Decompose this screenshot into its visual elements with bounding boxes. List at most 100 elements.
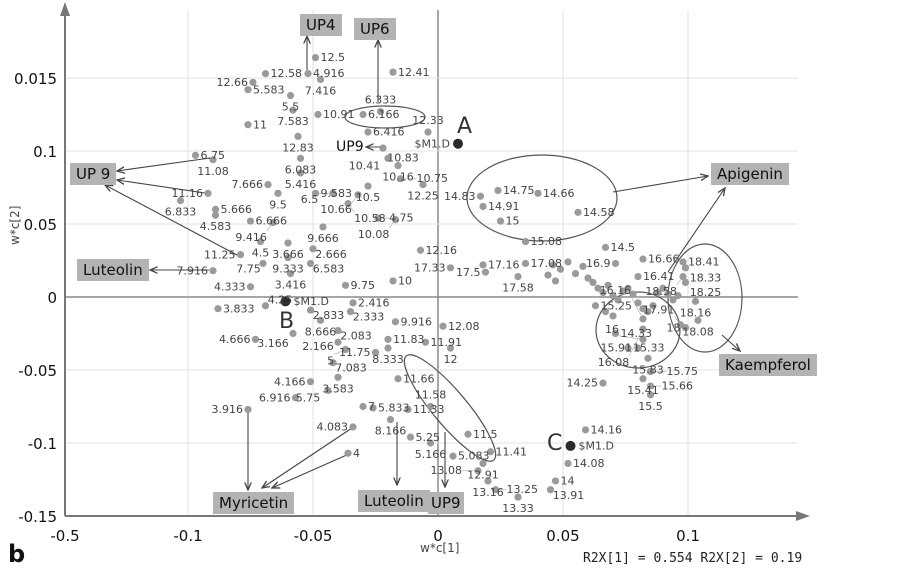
data-point <box>676 321 685 329</box>
data-point-label: 15.41 <box>627 384 659 397</box>
x-tick-label: -0.1 <box>173 527 202 545</box>
data-point <box>491 486 500 494</box>
data-point-label: 10.91 <box>323 108 355 121</box>
data-point <box>614 296 622 304</box>
data-point <box>334 338 342 346</box>
y-tick-label: 0 <box>47 289 57 307</box>
data-point-label: 5.5 <box>282 101 300 114</box>
data-point-label: 17.91 <box>643 303 675 316</box>
data-point-label: 2.416 <box>358 296 390 309</box>
group-ellipses <box>344 105 743 462</box>
data-point <box>244 405 252 414</box>
data-point-label: 11.58 <box>415 389 447 402</box>
data-point <box>639 325 647 333</box>
data-point-label: 5.833 <box>378 402 410 415</box>
data-point <box>396 175 405 183</box>
data-point-label: 17.08 <box>531 257 563 270</box>
data-point <box>679 272 687 281</box>
data-point-label: 3.916 <box>212 403 244 416</box>
data-point <box>319 223 327 231</box>
data-point <box>311 189 320 197</box>
data-point-label: 13.08 <box>431 464 463 477</box>
data-point-label: 18.58 <box>645 285 677 298</box>
data-point <box>329 359 337 367</box>
data-point-label: 5 <box>327 354 334 367</box>
data-point <box>246 283 255 291</box>
data-point-label: 4.666 <box>219 333 251 346</box>
data-point-label: 11.75 <box>339 346 371 359</box>
data-point <box>261 302 270 310</box>
data-point-label: 16 <box>605 323 619 336</box>
y-tick-label: -0.1 <box>28 435 57 453</box>
annotation-luteolin-left: Luteolin <box>77 259 149 281</box>
data-point <box>484 477 492 485</box>
data-point-label: 4.583 <box>200 220 232 233</box>
data-point <box>446 344 455 352</box>
data-point-label: 4.333 <box>214 280 246 293</box>
data-point <box>286 270 295 278</box>
data-point-label: 13.25 <box>507 483 539 496</box>
data-point <box>404 405 412 414</box>
data-point-label: 9.916 <box>401 315 433 328</box>
y-axis-label: w*c[2] <box>8 205 22 245</box>
data-point <box>574 208 582 216</box>
data-point-label: 11.08 <box>197 165 229 178</box>
data-point-label: 14.33 <box>621 327 653 340</box>
data-point <box>359 110 367 119</box>
data-point-label: 15.25 <box>601 299 633 312</box>
data-point <box>611 329 620 338</box>
data-point <box>646 391 655 399</box>
data-point <box>571 270 580 278</box>
data-point-label: 11.83 <box>393 333 425 346</box>
data-point-label: 5.25 <box>416 431 441 444</box>
data-point <box>594 284 602 292</box>
data-point-label: 12.41 <box>398 66 430 79</box>
data-point-label: 5.666 <box>221 203 253 216</box>
annotation-up6: UP6 <box>354 18 396 40</box>
annotation-up9-bottom: UP9 <box>428 492 464 514</box>
data-point <box>644 308 652 316</box>
group-label-c: C <box>547 431 563 456</box>
data-point <box>391 318 400 326</box>
annotation-luteolin-bottom: Luteolin <box>358 490 430 512</box>
data-point-label: 12.08 <box>448 320 480 333</box>
data-point-label: 11 <box>253 118 267 131</box>
ellipse-up6 <box>344 105 426 129</box>
data-point <box>259 259 267 268</box>
data-point <box>639 375 647 383</box>
y-tick-label: -0.15 <box>18 508 57 526</box>
centroid-label: $M1.D <box>294 295 329 308</box>
data-point <box>634 344 642 352</box>
data-point <box>601 308 610 316</box>
data-point <box>496 217 505 225</box>
data-point <box>424 128 432 136</box>
data-point <box>551 277 560 285</box>
data-point <box>306 378 315 386</box>
data-point <box>591 302 600 310</box>
data-point-label: 15.66 <box>662 380 694 393</box>
data-point <box>514 493 522 501</box>
data-point-label: 2.166 <box>302 340 334 353</box>
data-point-label: 13.33 <box>502 502 534 515</box>
data-point <box>681 278 690 286</box>
data-point <box>246 217 255 225</box>
data-point-label: 5.166 <box>415 448 447 461</box>
data-point-label: 18.25 <box>690 286 722 299</box>
data-point <box>236 251 245 259</box>
data-point-label: 11.41 <box>496 445 528 458</box>
data-point-label: 14.83 <box>444 190 476 203</box>
data-point <box>306 259 315 268</box>
data-point <box>486 448 495 456</box>
data-point-label: 15.08 <box>531 235 563 248</box>
data-point-label: 14.08 <box>573 457 605 470</box>
data-point <box>384 154 392 162</box>
data-point-label: 2.333 <box>353 311 385 324</box>
x-tick-label: 0 <box>433 527 443 545</box>
data-point <box>551 477 560 485</box>
data-point-label: 18.16 <box>680 306 712 319</box>
data-point-label: 4.083 <box>317 421 349 434</box>
data-point <box>316 316 325 324</box>
data-point <box>646 367 655 376</box>
